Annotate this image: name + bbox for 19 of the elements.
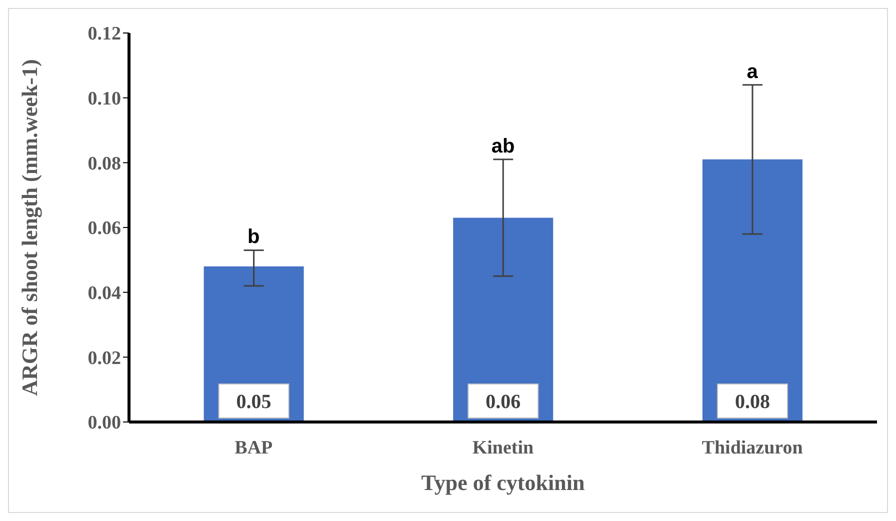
annotation: b: [248, 226, 260, 248]
annotation: ab: [491, 135, 515, 158]
annotation: a: [746, 60, 759, 83]
y-tick-label: 0.08: [88, 153, 121, 174]
y-tick-label: 0.02: [88, 348, 121, 369]
y-tick-label: 0.12: [88, 24, 121, 45]
x-tick-label: Kinetin: [472, 437, 534, 458]
y-tick-label: 0.10: [88, 88, 121, 110]
x-tick-label: BAP: [234, 437, 274, 458]
data-label: 0.06: [486, 391, 521, 413]
y-tick-label: 0.00: [88, 412, 121, 434]
y-axis-title: ARGR of shoot length (mm.week-1): [16, 59, 42, 396]
data-label: 0.05: [236, 391, 272, 413]
y-tick-label: 0.04: [88, 283, 122, 304]
y-tick-label: 0.06: [88, 218, 121, 240]
bar: [702, 159, 802, 422]
x-tick-label: Thidiazuron: [702, 437, 804, 458]
x-axis-title: Type of cytokinin: [421, 470, 585, 495]
data-label: 0.08: [734, 391, 770, 413]
